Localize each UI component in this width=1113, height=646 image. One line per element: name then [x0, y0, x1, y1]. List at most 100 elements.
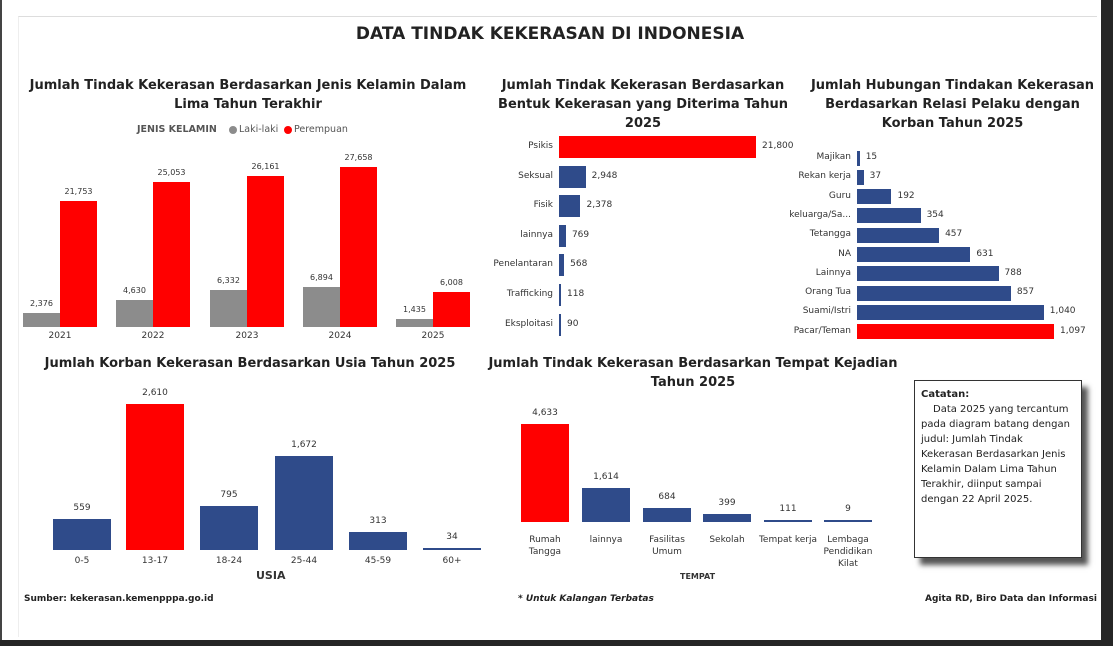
bar-Guru — [857, 189, 892, 205]
value-label: 354 — [926, 209, 944, 220]
bar-NA — [857, 247, 971, 262]
bar-laki-laki-2022 — [116, 300, 153, 327]
chart2-title: Jumlah Tindak Kekerasan Berdasarkan Bent… — [498, 78, 788, 131]
x-tick-label: 2023 — [235, 331, 259, 341]
bar-Suami/Istri — [857, 304, 1044, 320]
bar-Tempat kerja — [764, 519, 812, 522]
value-label: 6,894 — [310, 273, 333, 283]
value-label: 788 — [1004, 267, 1022, 278]
y-tick-label: keluarga/Sa... — [789, 209, 851, 220]
y-tick-label: Psikis — [528, 141, 553, 151]
value-label: 4,630 — [123, 286, 146, 296]
bar-lainnya — [582, 487, 630, 522]
legend-title: JENIS KELAMIN — [137, 124, 217, 135]
frame-right — [1101, 0, 1113, 646]
y-tick-label: Guru — [828, 190, 851, 201]
value-label: 21,753 — [64, 187, 93, 197]
bar-perempuan-2024 — [340, 167, 377, 327]
y-tick-label: Eksploitasi — [504, 318, 553, 329]
value-label: 1,040 — [1049, 306, 1076, 317]
value-label: 769 — [571, 229, 590, 240]
value-label: 26,161 — [251, 161, 280, 171]
bar-Trafficking — [559, 284, 561, 306]
bar-laki-laki-2025 — [396, 318, 433, 327]
bar-Fisik — [559, 195, 581, 218]
x-tick-label: Rumah Tangga — [528, 535, 562, 557]
value-label: 2,378 — [586, 200, 613, 211]
bar-0-5 — [53, 518, 111, 550]
value-label: 90 — [567, 318, 579, 329]
y-tick-label: NA — [838, 248, 851, 259]
x-tick-label: 2024 — [328, 331, 352, 341]
bar-perempuan-2025 — [433, 292, 470, 327]
bar-13-17 — [126, 404, 184, 550]
value-label: 313 — [369, 516, 387, 527]
page-title: DATA TINDAK KEKERASAN DI INDONESIA — [355, 24, 745, 44]
bar-Pacar/Teman — [857, 324, 1054, 340]
y-tick-label: Penelantaran — [493, 259, 553, 270]
value-label: 631 — [976, 248, 994, 259]
x-tick-label: 2022 — [141, 331, 165, 341]
value-label: 795 — [220, 489, 238, 500]
x-tick-label: 18-24 — [215, 556, 243, 566]
bar-laki-laki-2024 — [303, 287, 340, 327]
bar-perempuan-2021 — [60, 201, 97, 327]
bar-18-24 — [200, 505, 258, 550]
x-tick-label: 0-5 — [74, 556, 90, 566]
x-tick-label: 25-44 — [290, 556, 318, 566]
bar-60+ — [423, 548, 481, 550]
footer-source: Sumber: kekerasan.kemenpppa.go.id — [24, 594, 214, 604]
value-label: 6,332 — [217, 276, 240, 286]
value-label: 1,435 — [403, 304, 426, 314]
y-tick-label: Tetangga — [809, 229, 851, 240]
x-tick-label: Fasilitas Umum — [649, 535, 685, 557]
legend-dot-perempuan — [284, 126, 292, 134]
note-box: Catatan: Data 2025 yang tercantum pada d… — [914, 380, 1082, 558]
bar-Rumah Tangga — [521, 424, 569, 522]
value-label: 27,658 — [344, 153, 373, 162]
dashboard-card — [18, 16, 1097, 637]
legend-perempuan: Perempuan — [294, 124, 348, 135]
bar-Lembaga Pendidikan Kilat — [824, 520, 872, 522]
x-tick-label: 45-59 — [364, 556, 392, 566]
chart1-title: Jumlah Tindak Kekerasan Berdasarkan Jeni… — [29, 78, 467, 112]
note-body: Data 2025 yang tercantum pada diagram ba… — [921, 404, 1070, 505]
y-tick-label: Majikan — [816, 152, 851, 162]
y-tick-label: Rekan kerja — [798, 171, 851, 182]
y-tick-label: lainnya — [520, 229, 553, 240]
bar-Eksploitasi — [559, 313, 561, 336]
y-tick-label: Lainnya — [815, 267, 851, 278]
bar-Rekan kerja — [857, 169, 864, 185]
value-label: 399 — [718, 497, 736, 508]
bar-Seksual — [559, 165, 586, 188]
chart4-title: Jumlah Korban Kekerasan Berdasarkan Usia… — [44, 356, 456, 371]
x-tick-label: 2025 — [421, 331, 445, 341]
value-label: 4,633 — [532, 408, 558, 418]
bar-Lainnya — [857, 266, 999, 282]
value-label: 21,800 — [762, 141, 794, 151]
chart5-xlabel: TEMPAT — [680, 572, 716, 581]
bar-Psikis — [559, 136, 756, 158]
frame-left — [0, 0, 2, 646]
bar-perempuan-2023 — [247, 175, 284, 327]
x-tick-label: 13-17 — [141, 556, 169, 566]
value-label: 2,376 — [30, 299, 53, 309]
bar-lainnya — [559, 224, 566, 247]
x-tick-label: 60+ — [442, 556, 462, 566]
x-tick-label: Tempat kerja — [758, 535, 818, 545]
value-label: 1,097 — [1060, 325, 1086, 336]
y-tick-label: Pacar/Teman — [793, 325, 851, 336]
chart4-xlabel: USIA — [256, 569, 286, 582]
bar-laki-laki-2023 — [210, 290, 247, 327]
y-tick-label: Fisik — [533, 200, 553, 211]
bar-perempuan-2022 — [153, 182, 190, 327]
x-tick-label: 2021 — [48, 331, 72, 341]
legend-laki: Laki-laki — [239, 124, 279, 135]
value-label: 25,053 — [157, 168, 186, 178]
bar-laki-laki-2021 — [23, 313, 60, 327]
bar-Orang Tua — [857, 285, 1011, 301]
value-label: 559 — [73, 502, 91, 513]
note-heading: Catatan: — [921, 389, 970, 400]
x-tick-label: Lembaga Pendidikan Kilat — [823, 535, 873, 569]
value-label: 2,948 — [591, 170, 618, 181]
